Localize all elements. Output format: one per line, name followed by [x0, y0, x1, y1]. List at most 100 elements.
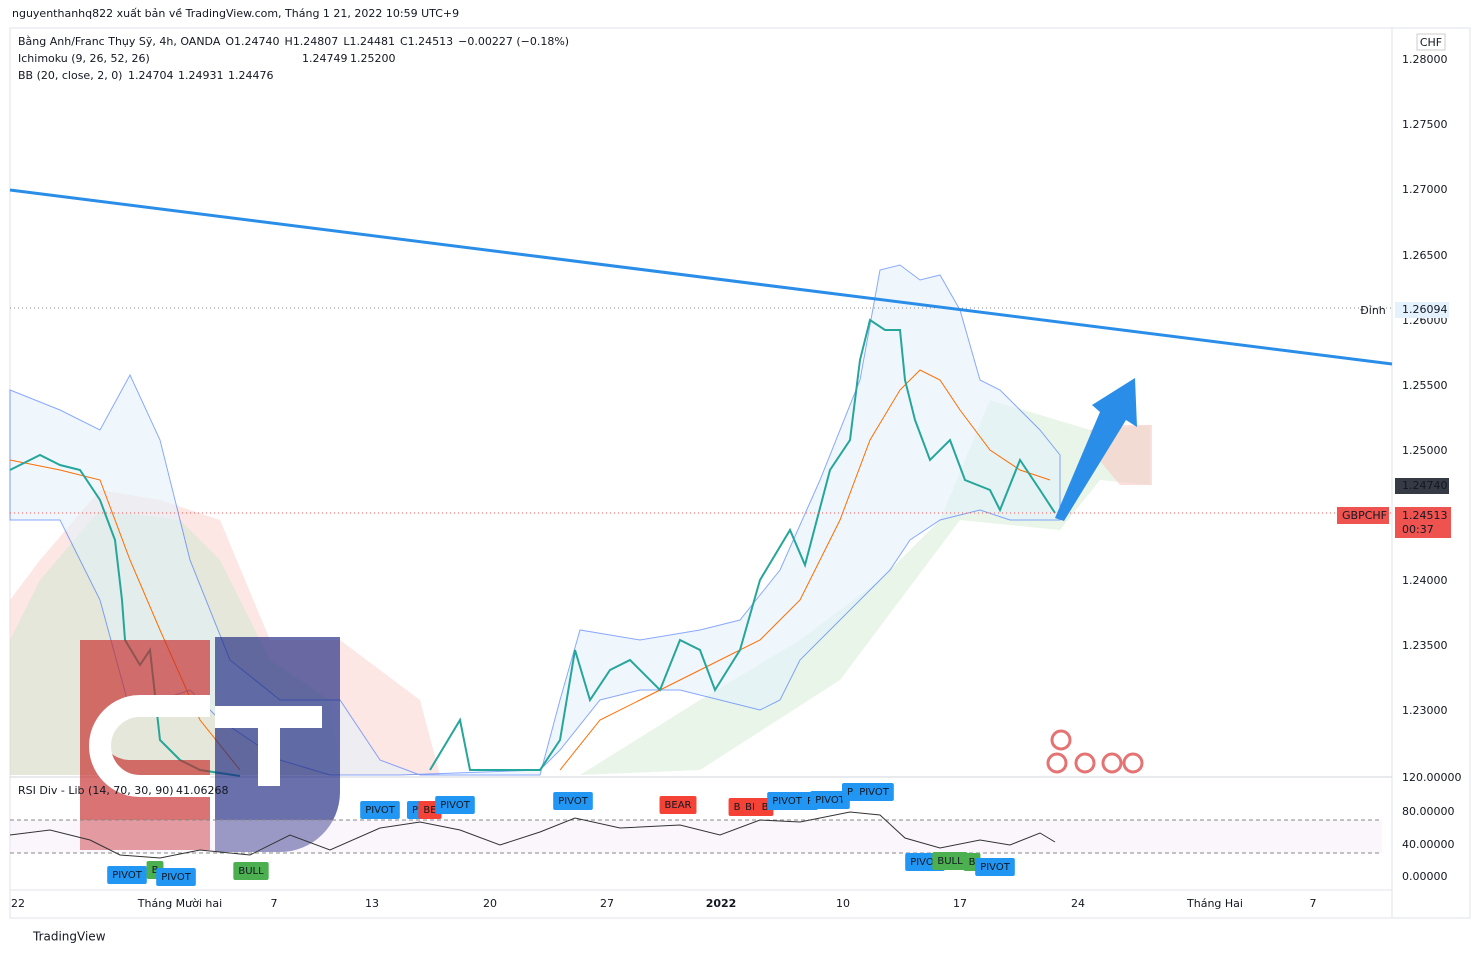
signal-box	[435, 796, 475, 814]
signal-label: P	[847, 787, 853, 798]
signal-label: BI	[745, 802, 755, 813]
signal-box	[659, 796, 697, 814]
price-label: 1.23000	[1402, 704, 1448, 717]
legend-text: 1.25200	[350, 52, 396, 65]
open-tag	[1395, 478, 1449, 494]
signal-box	[107, 866, 147, 884]
legend-text: O	[225, 35, 234, 48]
rsi-value: 41.06268	[176, 784, 229, 797]
signal-box	[156, 868, 196, 886]
signal-box	[810, 791, 850, 809]
signal-box	[932, 852, 968, 870]
legend-text: 1.24481	[349, 35, 395, 48]
rsi-label: 80.00000	[1402, 805, 1455, 818]
time-label: Tháng Hai	[1186, 897, 1243, 910]
legend-text: −0.00227 (−0.18%)	[458, 35, 569, 48]
signal-box	[740, 798, 760, 816]
peak-name: Đỉnh	[1360, 304, 1386, 317]
legend-text: Bằng Anh/Franc Thụy Sỹ, 4h, OANDA	[18, 35, 221, 48]
last-tag	[1395, 507, 1451, 538]
legend-text: 1.24513	[408, 35, 454, 48]
time-label: 27	[600, 897, 614, 910]
signal-label: PIVOT	[365, 805, 396, 816]
time-label: 24	[1071, 897, 1085, 910]
signal-box	[233, 862, 269, 880]
legend-text: L	[343, 35, 350, 48]
event-icons	[1046, 729, 1144, 774]
symbol-tag	[1337, 507, 1389, 524]
time-label: 13	[365, 897, 379, 910]
signal-label: PIVOT	[440, 800, 471, 811]
signal-label: B	[969, 857, 976, 868]
signal-label: PIVOT	[772, 796, 803, 807]
price-label: 1.28000	[1402, 53, 1448, 66]
signal-label: BE	[423, 805, 436, 816]
logo	[80, 640, 210, 850]
legend-text: C	[400, 35, 408, 48]
signal-box	[975, 858, 1015, 876]
trendline	[9, 188, 1393, 366]
time-label: 7	[1310, 897, 1317, 910]
signal-box	[841, 783, 859, 801]
legend-text: 1.24807	[293, 35, 339, 48]
signal-label: BULL	[937, 856, 963, 867]
signal-label: BEAR	[665, 800, 692, 811]
signal-label: BULL	[238, 866, 264, 877]
legend-text: 1.24476	[228, 69, 274, 82]
legend-text: 1.24704	[128, 69, 174, 82]
signal-label: PIVOT	[980, 862, 1011, 873]
symbol-tag-text: GBPCHF	[1342, 509, 1387, 522]
peak-tag	[1395, 302, 1449, 318]
signal-label: PIVOT	[910, 857, 941, 868]
legend-text: 1.24931	[178, 69, 224, 82]
footer-brand: TradingView	[32, 930, 106, 944]
currency-box	[1416, 33, 1446, 51]
rsi-band	[10, 820, 1382, 853]
signal-box	[767, 792, 807, 810]
signal-label: B	[734, 802, 741, 813]
legend-text: H	[285, 35, 293, 48]
rsi-line	[9, 811, 1056, 859]
signal-box	[854, 783, 894, 801]
logo	[89, 695, 210, 797]
time-label: Tháng Mười hai	[137, 897, 222, 910]
last-value: 1.24513	[1402, 509, 1448, 522]
price-series	[429, 318, 1056, 771]
signal-label: B	[152, 865, 159, 876]
arrow	[1055, 378, 1137, 521]
price-series	[9, 453, 241, 777]
legend-text: 1.24740	[234, 35, 280, 48]
legend-text: Ichimoku (9, 26, 52, 26)	[18, 52, 150, 65]
rsi-label: 40.00000	[1402, 838, 1455, 851]
open-value: 1.24740	[1402, 479, 1448, 492]
signal-label: P	[412, 805, 418, 816]
time-label: 7	[271, 897, 278, 910]
price-label: 1.27500	[1402, 118, 1448, 131]
price-label: 1.27000	[1402, 183, 1448, 196]
price-label: 1.25500	[1402, 379, 1448, 392]
time-label: 10	[836, 897, 850, 910]
countdown: 00:37	[1402, 523, 1434, 536]
peak-value: 1.26094	[1402, 303, 1448, 316]
signal-label: PIVOT	[161, 872, 192, 883]
header: nguyenthanhq822 xuất bản về TradingView.…	[12, 7, 459, 20]
signal-box	[360, 801, 400, 819]
price-label: 1.25000	[1402, 444, 1448, 457]
signal-label: P	[807, 796, 813, 807]
signal-box	[553, 792, 593, 810]
signal-label: PIVOT	[859, 787, 890, 798]
signal-label: PIVOT	[815, 795, 846, 806]
time-label: 17	[953, 897, 967, 910]
price-label: 1.26500	[1402, 249, 1448, 262]
currency: CHF	[1420, 36, 1442, 49]
time-label: 20	[483, 897, 497, 910]
bb-basis	[9, 459, 241, 771]
rsi-label: 0.00000	[1402, 870, 1448, 883]
rsi-title: RSI Div - Lib (14, 70, 30, 90)	[18, 784, 174, 797]
rsi-label: 120.00000	[1402, 771, 1462, 784]
legend-text: BB (20, close, 2, 0)	[18, 69, 122, 82]
time-label: 2022	[706, 897, 737, 910]
signal-label: PIVOT	[112, 870, 143, 881]
